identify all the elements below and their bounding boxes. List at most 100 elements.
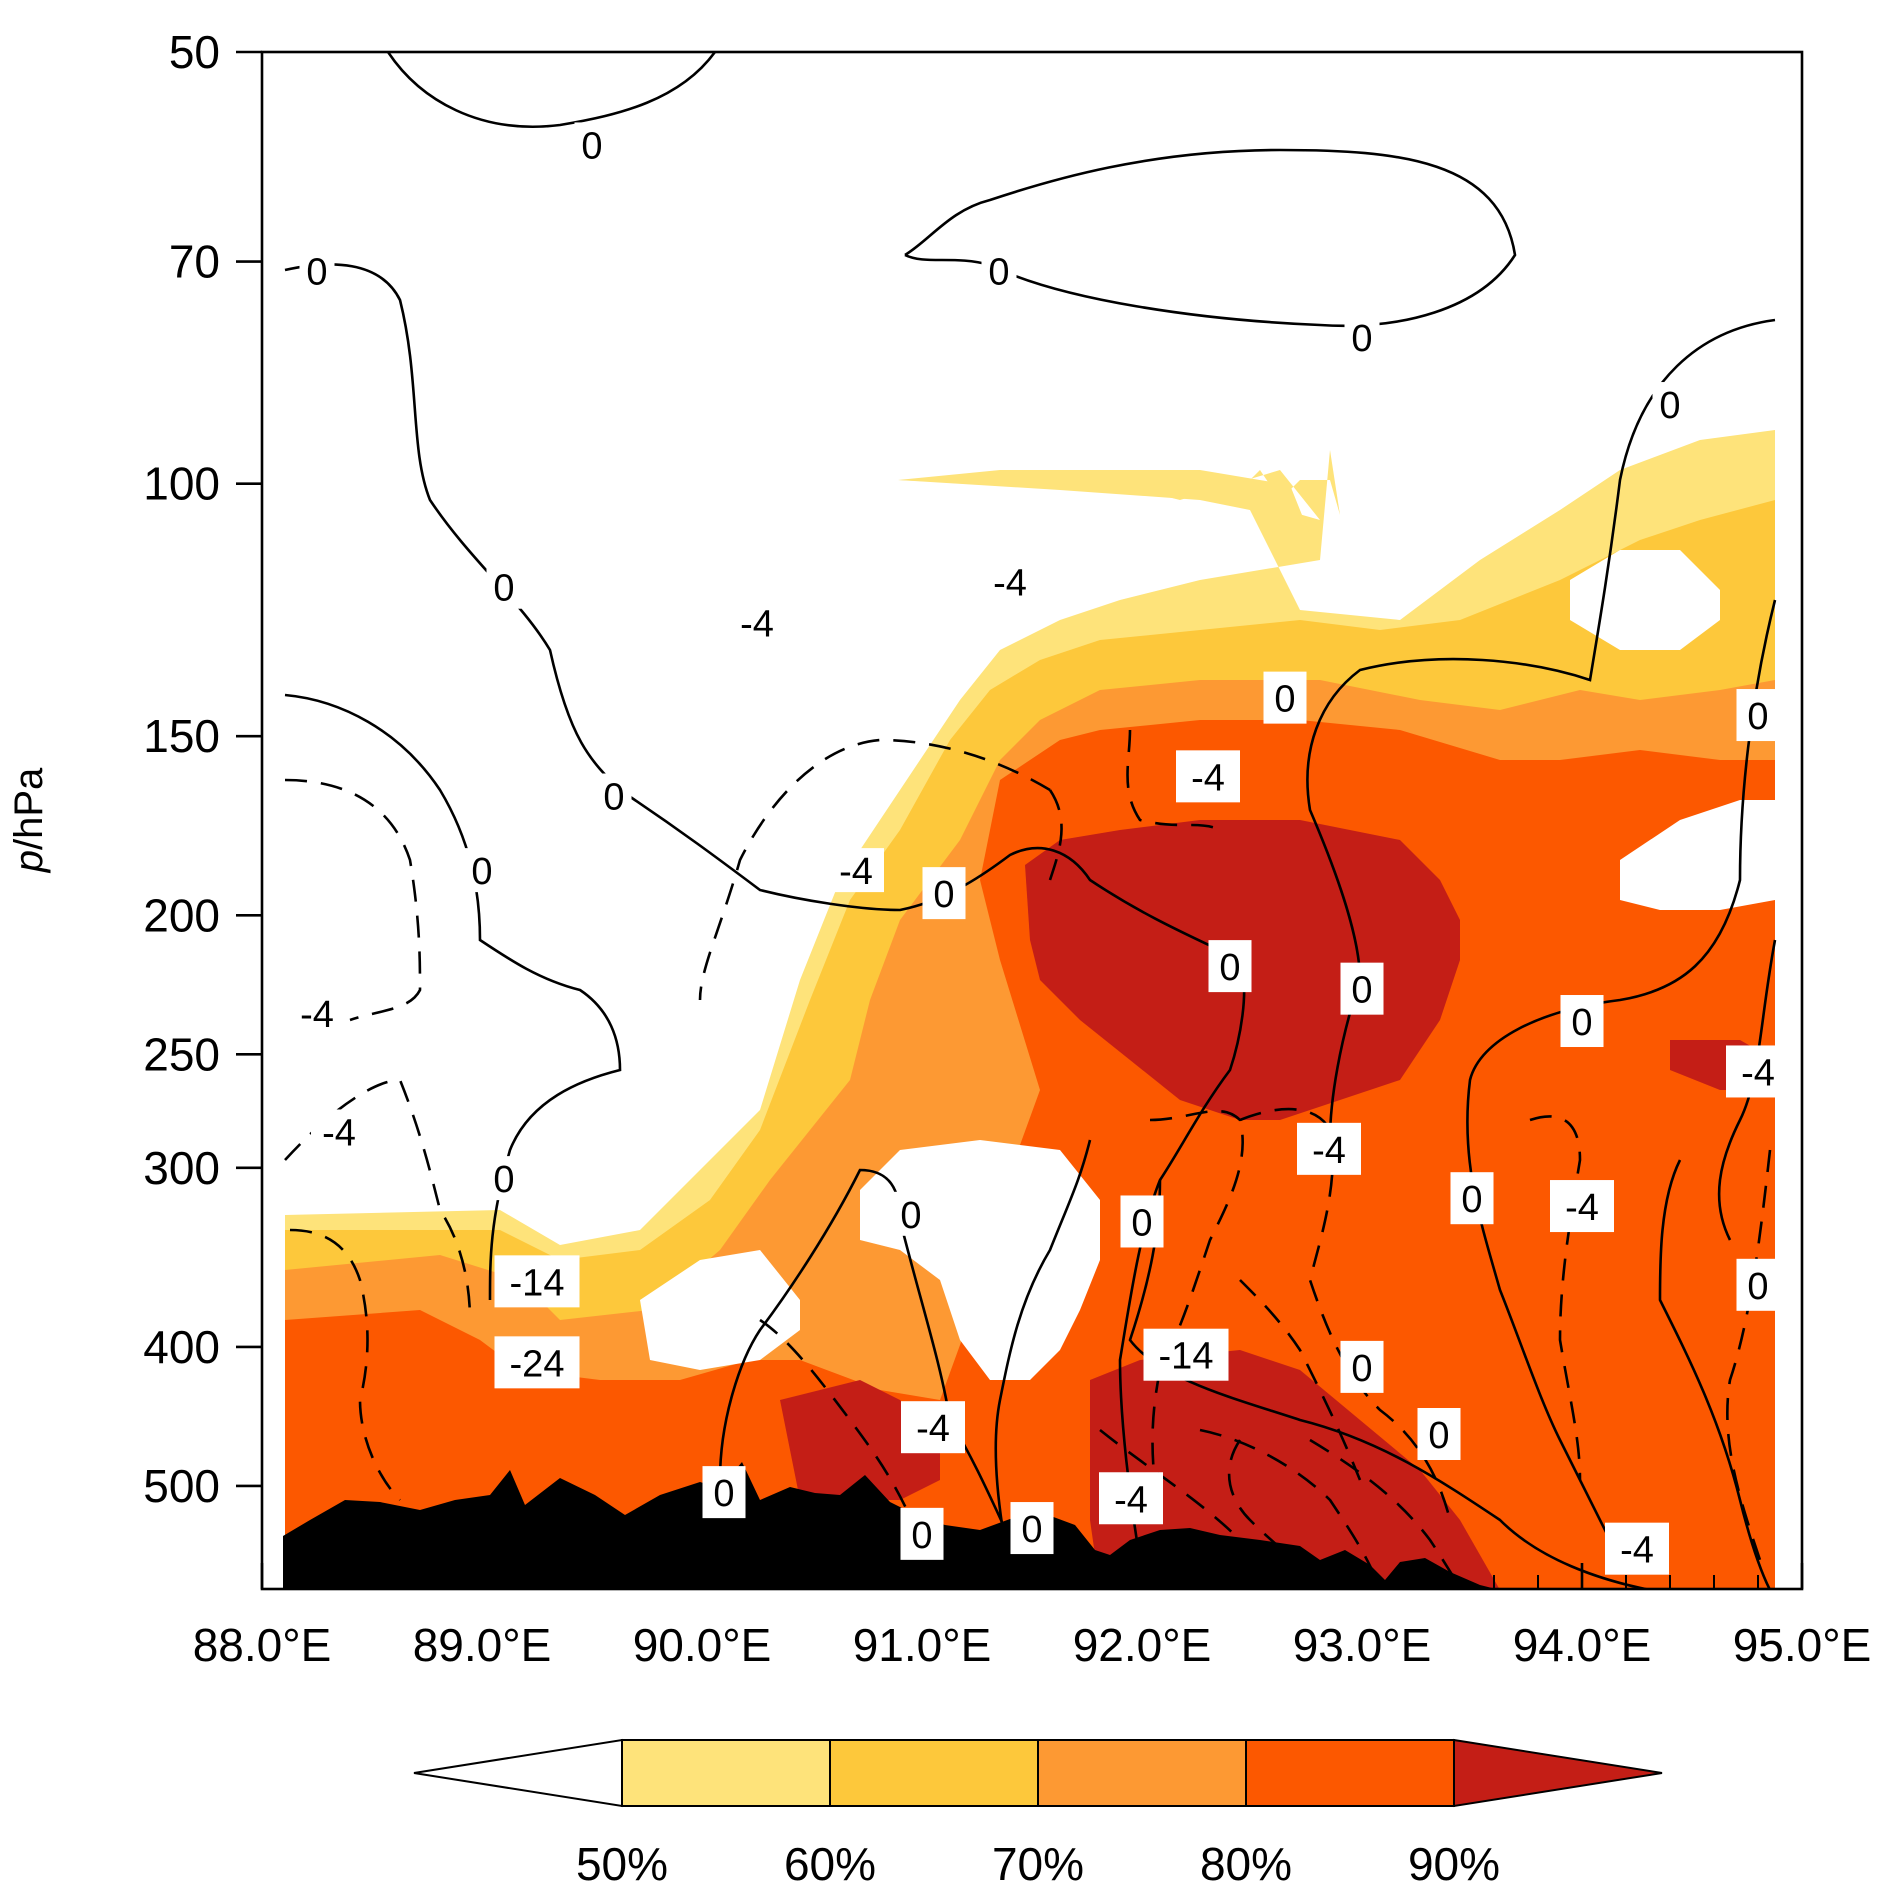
- contour-neg4: [1048, 789, 1063, 881]
- x-tick-label: 94.0°E: [1513, 1619, 1652, 1671]
- fill-level-1b: [898, 470, 1320, 560]
- contour-label: 0: [988, 251, 1009, 293]
- y-axis: 50 70 100 150 200 250 300 400 500: [143, 26, 262, 1512]
- contour-label-box: [922, 867, 966, 920]
- colorbar-low-triangle: [413, 1738, 623, 1808]
- contour-label-box: [1176, 750, 1240, 803]
- y-tick-label: 70: [169, 236, 220, 288]
- contour-neg4: [1239, 1107, 1452, 1521]
- contour-label-box: [1340, 962, 1384, 1015]
- x-tick-label: 89.0°E: [413, 1619, 552, 1671]
- contour-label-box: [1736, 1258, 1780, 1311]
- contour-label-gap: [981, 248, 1017, 293]
- x-tick-label: 93.0°E: [1293, 1619, 1432, 1671]
- contour-label-box: [1099, 1472, 1163, 1525]
- contour-label-gap: [596, 773, 632, 818]
- contour-label: 0: [933, 874, 954, 916]
- contour-label-box: [901, 1401, 965, 1454]
- colorbar-segment: [1037, 1739, 1247, 1807]
- contour-label-box: [494, 1336, 580, 1389]
- terrain: [283, 1462, 1500, 1590]
- contour-label-box: [900, 1507, 944, 1560]
- contour-label-gap: [1652, 382, 1688, 427]
- contour-label: -4: [1114, 1479, 1148, 1521]
- fill-level-5c: [780, 1380, 940, 1500]
- contour-label-box: [1417, 1408, 1461, 1461]
- contour-zero: [284, 693, 622, 1301]
- contour-label: 0: [911, 1515, 932, 1557]
- contour-label: 0: [471, 851, 492, 893]
- contour-label: -4: [1191, 757, 1225, 799]
- colorbar: 50% 60% 70% 80% 90%: [413, 1738, 1663, 1890]
- colorbar-label: 80%: [1200, 1838, 1292, 1890]
- y-tick-label: 250: [143, 1028, 220, 1080]
- contour-label: 0: [1021, 1509, 1042, 1551]
- contour-neg4: [1199, 1428, 1382, 1589]
- x-tick-label: 90.0°E: [633, 1619, 772, 1671]
- contour-label-gap: [486, 564, 522, 609]
- contour-label: -14: [510, 1262, 565, 1304]
- contour-label: 0: [581, 125, 602, 167]
- contour-label: 0: [1274, 679, 1295, 721]
- contour-label-box: [1297, 1122, 1361, 1175]
- contour-label: -4: [1312, 1130, 1346, 1172]
- contour-label: -4: [300, 994, 334, 1036]
- y-tick-label: 500: [143, 1460, 220, 1512]
- y-axis-label-italic: p: [7, 850, 51, 873]
- contour-label: 0: [1351, 318, 1372, 360]
- contour-label-gap: [299, 248, 335, 293]
- colorbar-segment: [621, 1739, 831, 1807]
- contour-zero: [386, 52, 717, 128]
- contour-label: -24: [510, 1343, 565, 1385]
- contour-neg4: [1239, 1279, 1362, 1481]
- contour-label: 0: [1747, 696, 1768, 738]
- colorbar-segment: [829, 1739, 1039, 1807]
- fill-gap-b: [640, 1250, 800, 1370]
- contour-label-box: [1560, 995, 1604, 1048]
- y-tick-label: 400: [143, 1321, 220, 1373]
- contour-label-gap: [893, 1191, 929, 1236]
- contour-neg4: [1126, 729, 1221, 832]
- y-tick-label: 200: [143, 889, 220, 941]
- contour-neg4: [1529, 1115, 1582, 1481]
- contour-neg4: [1149, 1109, 1244, 1521]
- contour-label-box: [1550, 1180, 1614, 1233]
- contour-label: 0: [900, 1195, 921, 1237]
- colorbar-label: 90%: [1408, 1838, 1500, 1890]
- colorbar-segment: [1245, 1739, 1455, 1807]
- contour-label-box: [1120, 1195, 1164, 1248]
- contour-zero: [1128, 1179, 1651, 1589]
- contour-label: -4: [993, 562, 1027, 604]
- contour-label: -4: [916, 1408, 950, 1450]
- contour-label: 0: [1428, 1415, 1449, 1457]
- colorbar-label: 60%: [784, 1838, 876, 1890]
- colorbar-label: 70%: [992, 1838, 1084, 1890]
- contour-label-box: [1263, 671, 1307, 724]
- contour-label: -4: [322, 1112, 356, 1154]
- contour-label: 0: [1351, 970, 1372, 1012]
- contour-label: 0: [1351, 1348, 1372, 1390]
- contour-zero: [1658, 1159, 1771, 1589]
- contour-label-box: [1726, 1045, 1790, 1098]
- contour-labels: 0 0 0 0 0 0 0 0 -4 -4 0 -14 -24 -4 -4 -4 0 -4 0 0 0 0 0 -4 -4 0 -4…: [289, 122, 1790, 1575]
- contour-label: 0: [1219, 947, 1240, 989]
- contour-label: -4: [1741, 1052, 1775, 1094]
- contour-label-gap: [982, 559, 1038, 604]
- contour-label: 0: [493, 1159, 514, 1201]
- y-tick-label: 100: [143, 458, 220, 510]
- x-tick-label: 88.0°E: [193, 1619, 332, 1671]
- contour-zero: [994, 1139, 1092, 1571]
- contour-neg4: [284, 1078, 472, 1321]
- contour-label: -4: [1620, 1530, 1654, 1572]
- contour-label: 0: [1461, 1179, 1482, 1221]
- contour-label: -4: [839, 851, 873, 893]
- contour-zero: [1466, 599, 1777, 1561]
- contour-neg4: [759, 1318, 922, 1541]
- colorbar-high-triangle: [1453, 1738, 1663, 1808]
- contour-neg4: [698, 738, 1051, 1001]
- contour-label: 0: [493, 568, 514, 610]
- contour-neg4: [1227, 1439, 1331, 1589]
- contour-label: 0: [1659, 385, 1680, 427]
- plot-frame: [260, 50, 1804, 1591]
